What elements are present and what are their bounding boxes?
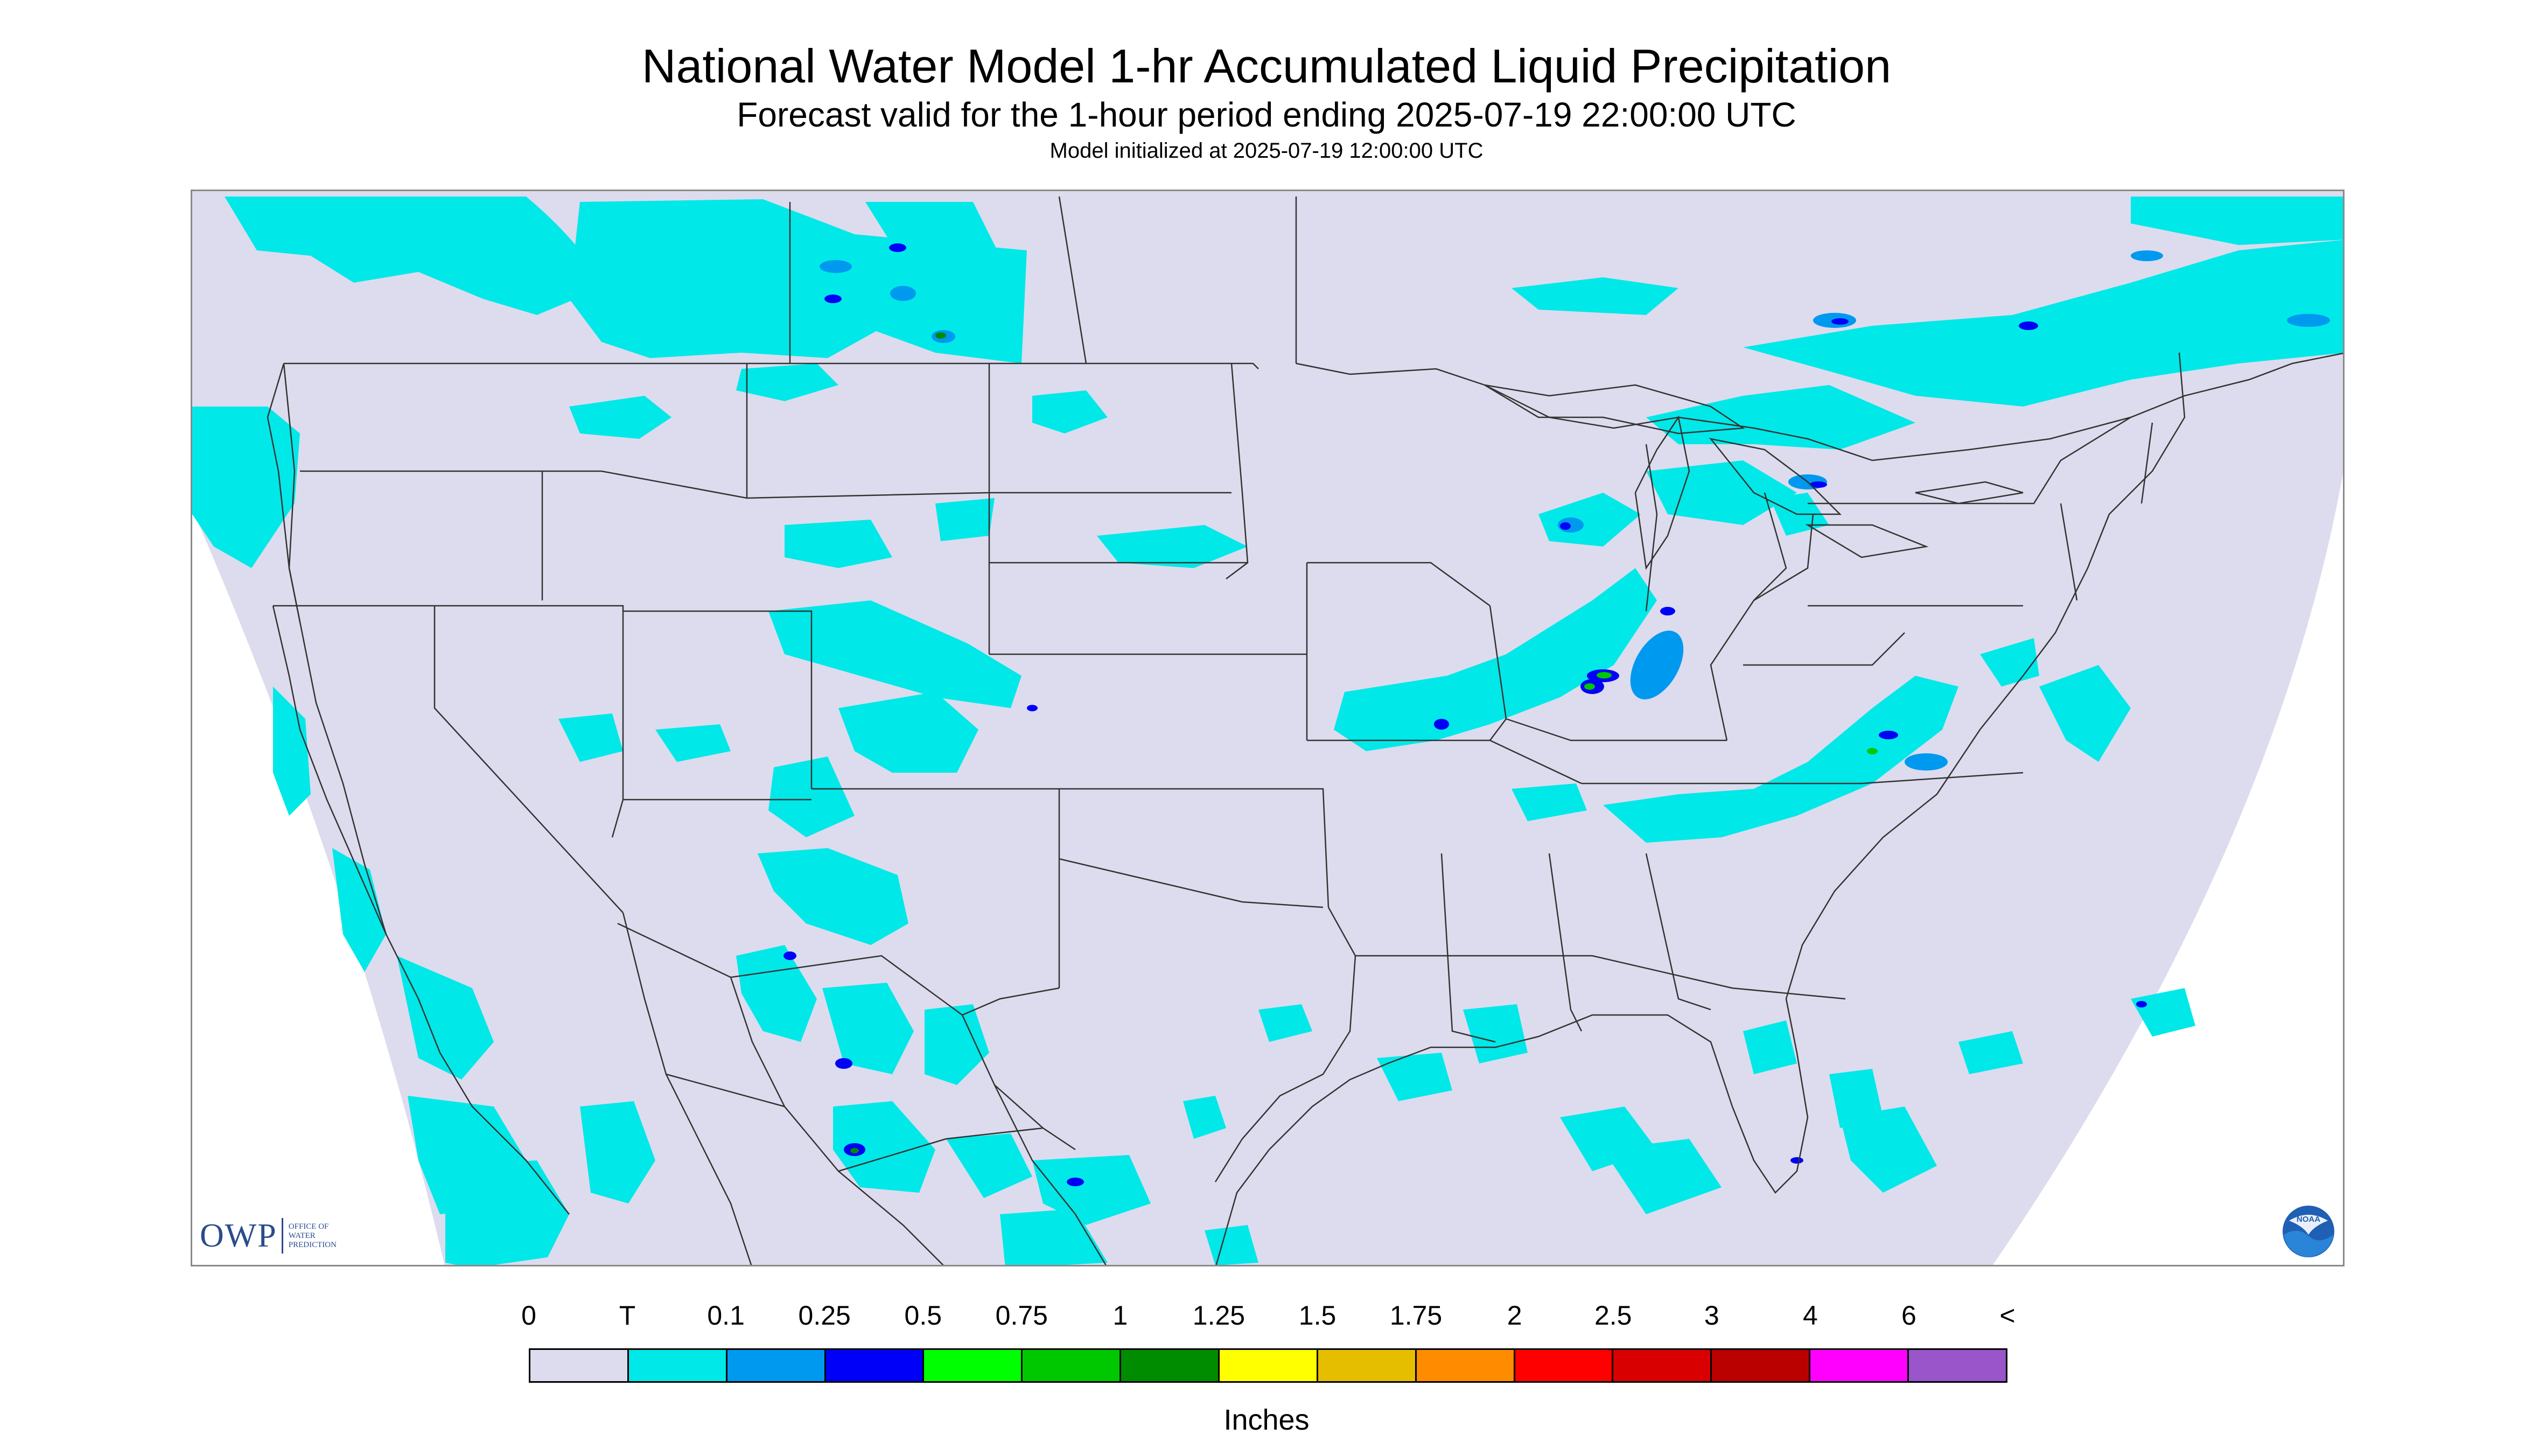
map-title: National Water Model 1-hr Accumulated Li… bbox=[641, 39, 1892, 93]
legend-tick-label: 0.5 bbox=[904, 1300, 942, 1331]
legend-tick-label: 0 bbox=[521, 1300, 536, 1331]
legend-swatch bbox=[727, 1350, 826, 1381]
noaa-logo: NOAA bbox=[2283, 1206, 2334, 1257]
legend-tick-label: 2 bbox=[1507, 1300, 1522, 1331]
legend-swatch bbox=[1810, 1350, 1909, 1381]
legend-tick-label: 0.1 bbox=[707, 1300, 745, 1331]
legend-tick-label: 4 bbox=[1802, 1300, 1818, 1331]
legend-tick-label: 0.75 bbox=[995, 1300, 1048, 1331]
precipitation-map: OWP OFFICE OF WATER PREDICTION NOAA bbox=[191, 190, 2345, 1266]
owp-logo: OWP OFFICE OF WATER PREDICTION bbox=[200, 1214, 337, 1257]
legend-tick-label: 6 bbox=[1901, 1300, 1916, 1331]
political-boundaries bbox=[267, 196, 2343, 1265]
map-subtitle: Forecast valid for the 1-hour period end… bbox=[737, 95, 1796, 134]
precip-trace-areas bbox=[192, 197, 2343, 1265]
legend-tick-label: 1.5 bbox=[1298, 1300, 1337, 1331]
legend-swatch bbox=[1023, 1350, 1122, 1381]
owp-logo-subtext: OFFICE OF WATER PREDICTION bbox=[289, 1222, 337, 1250]
legend-tick-label: < bbox=[1999, 1300, 2016, 1331]
owp-logo-divider bbox=[281, 1218, 283, 1254]
legend-swatch bbox=[1416, 1350, 1515, 1381]
legend-tick-label: 1.25 bbox=[1192, 1300, 1245, 1331]
legend-swatch bbox=[1318, 1350, 1417, 1381]
legend-tick-label: 2.5 bbox=[1594, 1300, 1632, 1331]
owp-logo-subtext-line: OFFICE OF bbox=[288, 1222, 329, 1231]
legend-tick-labels: 0 T 0.1 0.25 0.5 0.75 1 1.25 1.5 1.75 2 2.5 3 4 6 < bbox=[505, 1300, 2121, 1338]
legend-swatch bbox=[825, 1350, 925, 1381]
legend-swatch bbox=[1613, 1350, 1712, 1381]
legend-swatch bbox=[924, 1350, 1023, 1381]
owp-logo-subtext-line: PREDICTION bbox=[288, 1240, 337, 1249]
legend-tick-label: T bbox=[619, 1300, 636, 1331]
legend-swatch bbox=[530, 1350, 629, 1381]
legend-swatch bbox=[1121, 1350, 1220, 1381]
legend-swatch bbox=[1220, 1350, 1318, 1381]
owp-logo-text: OWP bbox=[200, 1217, 277, 1254]
map-domain bbox=[192, 191, 2343, 1265]
legend-swatch bbox=[1712, 1350, 1811, 1381]
owp-logo-subtext-line: WATER bbox=[288, 1231, 316, 1240]
precip-heavier-cells bbox=[783, 243, 2330, 1186]
legend-swatch bbox=[1515, 1350, 1614, 1381]
legend-color-bar bbox=[529, 1348, 2007, 1383]
svg-text:NOAA: NOAA bbox=[2297, 1215, 2320, 1224]
legend-tick-label: 1 bbox=[1112, 1300, 1128, 1331]
legend-units: Inches bbox=[1223, 1404, 1310, 1436]
legend-swatch bbox=[1909, 1350, 2006, 1381]
model-init-time: Model initialized at 2025-07-19 12:00:00… bbox=[1049, 139, 1484, 163]
legend-tick-label: 3 bbox=[1704, 1300, 1719, 1331]
map-canvas bbox=[192, 191, 2343, 1265]
legend-tick-label: 1.75 bbox=[1389, 1300, 1443, 1331]
legend-tick-label: 0.25 bbox=[798, 1300, 851, 1331]
legend-swatch bbox=[628, 1350, 727, 1381]
